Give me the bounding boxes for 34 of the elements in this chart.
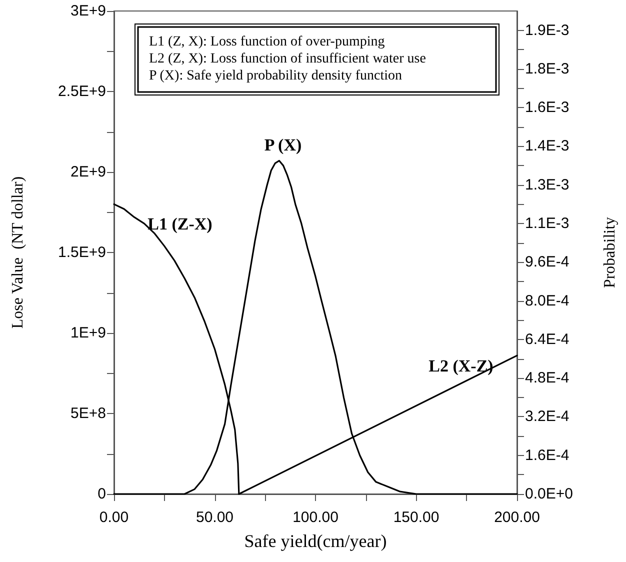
- x-tick-label: 200.00: [494, 509, 540, 526]
- y2-tick-label: 4.8E-4: [525, 370, 570, 387]
- y2-tick-label: 1.6E-4: [525, 446, 570, 464]
- y2-tick-label: 1.3E-3: [525, 176, 570, 194]
- x-tick-label: 50.00: [196, 509, 234, 526]
- y2-tick-label: 1.1E-3: [525, 215, 570, 232]
- series-label: L2 (X-Z): [428, 356, 494, 376]
- y-tick-label: 1E+9: [70, 324, 106, 342]
- annotation: L2 (Z, X): Loss function of insufficient water use: [149, 52, 426, 66]
- y-axis-title: Lose Value (NT dollar): [10, 176, 26, 329]
- y-tick-label: 3E+9: [70, 2, 106, 20]
- y-tick-label: 0: [98, 486, 106, 502]
- y-tick-label: 5E+8: [70, 405, 106, 422]
- y2-tick-label: 0.0E+0: [525, 486, 573, 502]
- x-tick-label: 0.00: [99, 509, 129, 526]
- y2-tick-label: 8.0E-4: [525, 292, 570, 310]
- y2-tick-label: 9.6E-4: [525, 254, 570, 271]
- x-tick-label: 150.00: [393, 509, 440, 526]
- y2-axis-title: Probability: [602, 216, 618, 288]
- y-tick-label: 2E+9: [70, 164, 106, 180]
- x-tick-label: 100.00: [292, 509, 338, 526]
- y2-tick-label: 3.2E-4: [525, 408, 570, 426]
- y2-tick-label: 1.9E-3: [525, 22, 570, 39]
- y-tick-label: 2.5E+9: [58, 83, 106, 100]
- series-label: P (X): [264, 136, 302, 154]
- y2-tick-label: 1.4E-3: [525, 138, 570, 155]
- y2-tick-label: 6.4E-4: [525, 330, 570, 348]
- annotation: L1 (Z, X): Loss function of over-pumping: [149, 34, 385, 50]
- y2-tick-label: 1.8E-3: [525, 60, 570, 78]
- y-tick-label: 1.5E+9: [58, 244, 106, 261]
- x-axis-title: Safe yield(cm/year): [244, 531, 387, 551]
- annotation: P (X): Safe yield probability density function: [149, 68, 402, 84]
- series-label: L1 (Z-X): [148, 214, 212, 234]
- y2-tick-label: 1.6E-3: [525, 99, 570, 116]
